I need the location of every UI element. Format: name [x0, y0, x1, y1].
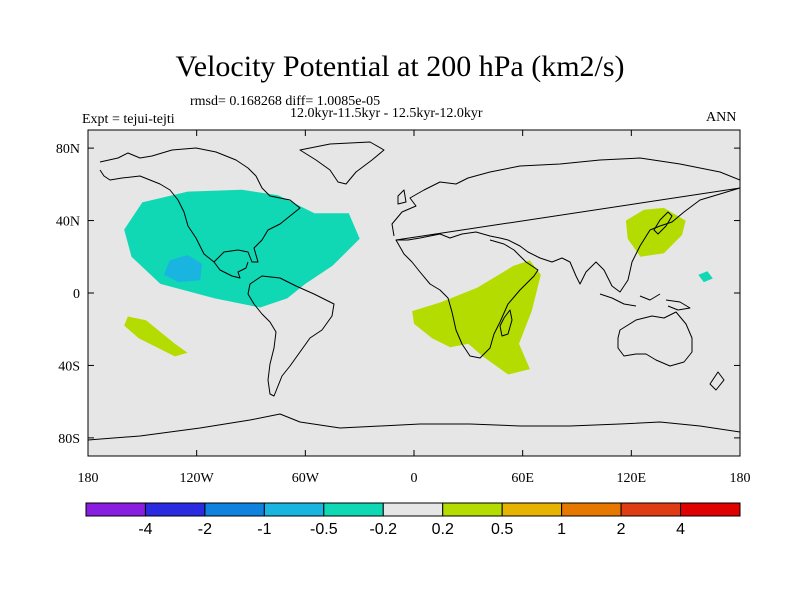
coastline-south-america	[247, 275, 335, 397]
map-title: Velocity Potential at 200 hPa (km2/s)	[175, 50, 625, 83]
colorbar-swatch	[323, 502, 384, 517]
coastline-new-zealand	[709, 371, 725, 391]
colorbar-label: -1	[257, 521, 271, 538]
colorbar-swatch	[561, 502, 622, 517]
colorbar-swatch	[85, 502, 146, 517]
colorbar: -4 -2 -1 -0.5 -0.2 0.2 0.5 1 2 4	[85, 502, 741, 538]
coastline-madagascar	[499, 309, 513, 337]
colorbar-label: 0.2	[432, 521, 454, 538]
coastlines	[88, 141, 740, 441]
x-tick-label: 180	[730, 471, 751, 486]
x-tick-label: 120W	[180, 471, 215, 486]
coastline-antarctica	[88, 413, 740, 441]
experiment-label: Expt = tejui-tejti	[82, 112, 175, 127]
y-tick-label: 0	[73, 287, 80, 302]
x-tick-label: 120E	[617, 471, 647, 486]
colorbar-label: 1	[557, 521, 566, 538]
colorbar-swatch	[680, 502, 741, 517]
y-tick-label: 40S	[58, 359, 80, 374]
region-south-pacific-positive	[124, 316, 188, 357]
coastline-greenland	[299, 141, 385, 185]
y-tick-label: 40N	[56, 215, 80, 230]
y-axis: 80N 40N 0 40S 80S	[56, 142, 740, 447]
colorbar-label: 4	[676, 521, 685, 538]
map-background	[88, 130, 740, 456]
coastline-australia	[617, 311, 693, 367]
region-west-pacific-negative	[698, 271, 713, 283]
region-africa-indian-ocean-positive	[412, 260, 541, 375]
coastline-north-america	[99, 147, 301, 279]
season-label: ANN	[706, 110, 737, 125]
colorbar-swatch	[620, 502, 682, 517]
x-axis: 180 120W 60W 0 60E 120E 180	[78, 130, 751, 486]
coastline-africa	[395, 239, 539, 359]
colorbar-label: -4	[138, 521, 152, 538]
y-tick-label: 80N	[56, 142, 80, 157]
stats-line: rmsd= 0.168268 diff= 1.0085e-05	[190, 94, 381, 109]
x-tick-label: 60E	[511, 471, 534, 486]
colorbar-swatch	[442, 502, 503, 517]
colorbar-label: 2	[617, 521, 626, 538]
x-tick-label: 180	[78, 471, 99, 486]
colorbar-label: -2	[198, 521, 212, 538]
coastline-eurasia	[391, 157, 740, 293]
colorbar-label: -0.2	[369, 521, 397, 538]
colorbar-swatch	[204, 502, 265, 517]
x-tick-label: 0	[411, 471, 418, 486]
x-tick-label: 60W	[292, 471, 320, 486]
colorbar-label: -0.5	[310, 521, 338, 538]
coastline-british-isles	[397, 189, 407, 205]
colorbar-swatch	[382, 502, 444, 517]
y-tick-label: 80S	[58, 432, 80, 447]
contour-fill-layer	[124, 189, 713, 375]
periods-line: 12.0kyr-11.5kyr - 12.5kyr-12.0kyr	[290, 106, 483, 121]
colorbar-swatch	[144, 502, 206, 517]
coastline-japan	[653, 211, 673, 235]
colorbar-swatch	[263, 502, 325, 517]
colorbar-label: 0.5	[491, 521, 513, 538]
colorbar-swatch	[501, 502, 563, 517]
coastline-indonesia	[599, 293, 691, 311]
region-east-pacific-core	[164, 255, 203, 283]
